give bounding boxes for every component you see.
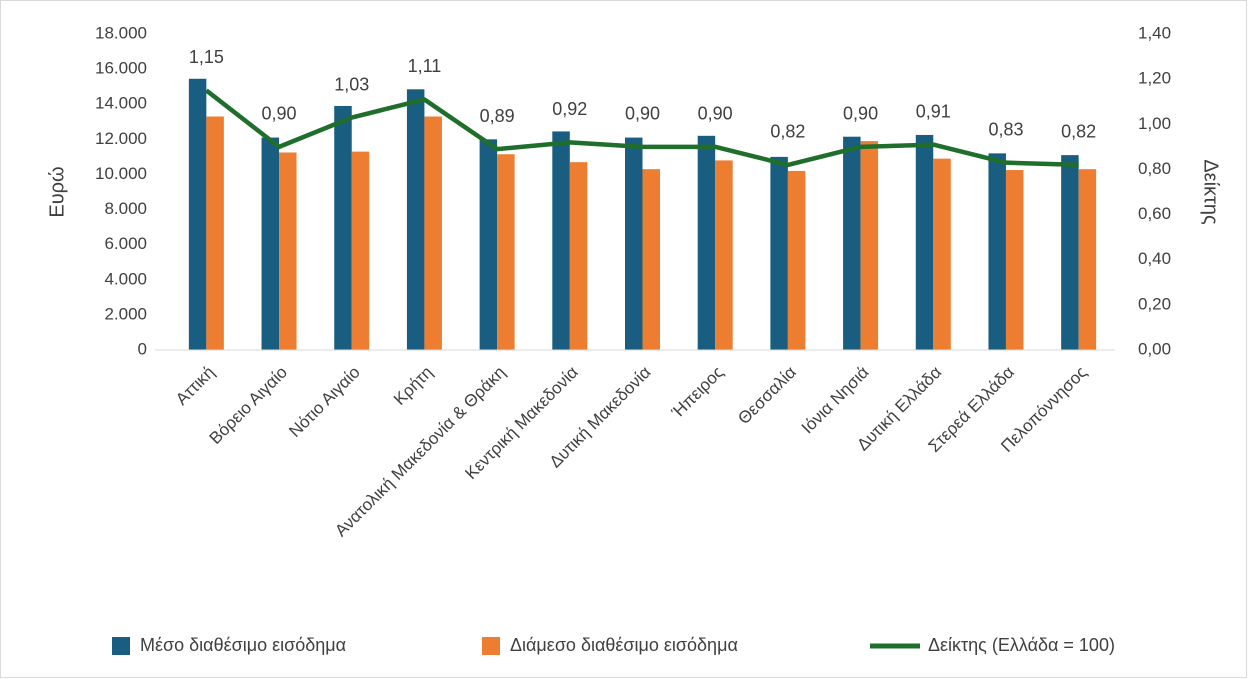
bar [715, 160, 733, 350]
data-label: 0,92 [552, 99, 587, 119]
data-label: 0,90 [843, 104, 878, 124]
legend-label: Δείκτης (Ελλάδα = 100) [928, 635, 1115, 655]
y-tick-label: 12.000 [95, 129, 147, 148]
y2-tick-label: 0,20 [1138, 294, 1171, 313]
bar [787, 170, 806, 350]
y-tick-label: 6.000 [104, 234, 147, 253]
bar [424, 116, 442, 350]
bar [933, 158, 951, 350]
bar [1078, 169, 1097, 350]
y-tick-label: 16.000 [95, 59, 147, 78]
y-tick-label: 0 [138, 339, 147, 358]
bar [1005, 170, 1024, 350]
y2-tick-label: 0,80 [1138, 159, 1171, 178]
data-label: 0,82 [1061, 122, 1096, 142]
bar [569, 162, 588, 350]
y2-tick-label: 1,00 [1138, 114, 1171, 133]
bar [988, 153, 1006, 350]
data-label: 0,90 [262, 104, 297, 124]
bar [479, 139, 498, 350]
bar [351, 151, 370, 350]
data-label: 1,15 [189, 47, 224, 67]
y-tick-label: 4.000 [104, 269, 147, 288]
data-label: 0,90 [698, 104, 733, 124]
y-tick-label: 2.000 [104, 304, 147, 323]
bar [552, 131, 570, 350]
y2-tick-label: 0,00 [1138, 339, 1171, 358]
y2-tick-label: 1,40 [1138, 23, 1171, 42]
legend-label: Διάμεσο διαθέσιμο εισόδημα [510, 635, 738, 655]
y-tick-label: 14.000 [95, 94, 147, 113]
legend-label: Μέσο διαθέσιμο εισόδημα [140, 635, 346, 655]
bar [860, 141, 879, 350]
data-label: 1,03 [334, 74, 369, 94]
y2-tick-label: 0,60 [1138, 204, 1171, 223]
data-label: 0,89 [480, 106, 515, 126]
data-label: 1,11 [408, 56, 442, 76]
y-axis-label: Ευρώ [46, 166, 68, 217]
bar [625, 137, 643, 350]
bar [770, 156, 788, 350]
y2-tick-label: 1,20 [1138, 69, 1171, 88]
data-label: 0,90 [625, 104, 660, 124]
data-label: 0,82 [770, 122, 805, 142]
bar [497, 154, 515, 350]
y-tick-label: 10.000 [95, 164, 147, 183]
y-tick-label: 8.000 [104, 199, 147, 218]
bar [279, 152, 297, 350]
bar [843, 136, 861, 350]
bar [406, 89, 425, 351]
bar [206, 116, 224, 350]
line [204, 88, 1079, 168]
bar [697, 135, 716, 350]
bar [642, 169, 660, 350]
data-label: 0,83 [988, 119, 1023, 139]
legend-swatch [112, 637, 130, 655]
bar [334, 105, 352, 350]
y-tick-label: 18.000 [95, 23, 147, 42]
legend-swatch [482, 637, 500, 655]
y2-axis-label: Δείκτης [1200, 159, 1222, 225]
bar [1061, 155, 1079, 350]
data-label: 0,91 [916, 101, 951, 121]
y2-tick-label: 0,40 [1138, 249, 1171, 268]
bar [261, 137, 280, 350]
bar [188, 78, 207, 351]
bar [915, 134, 934, 350]
